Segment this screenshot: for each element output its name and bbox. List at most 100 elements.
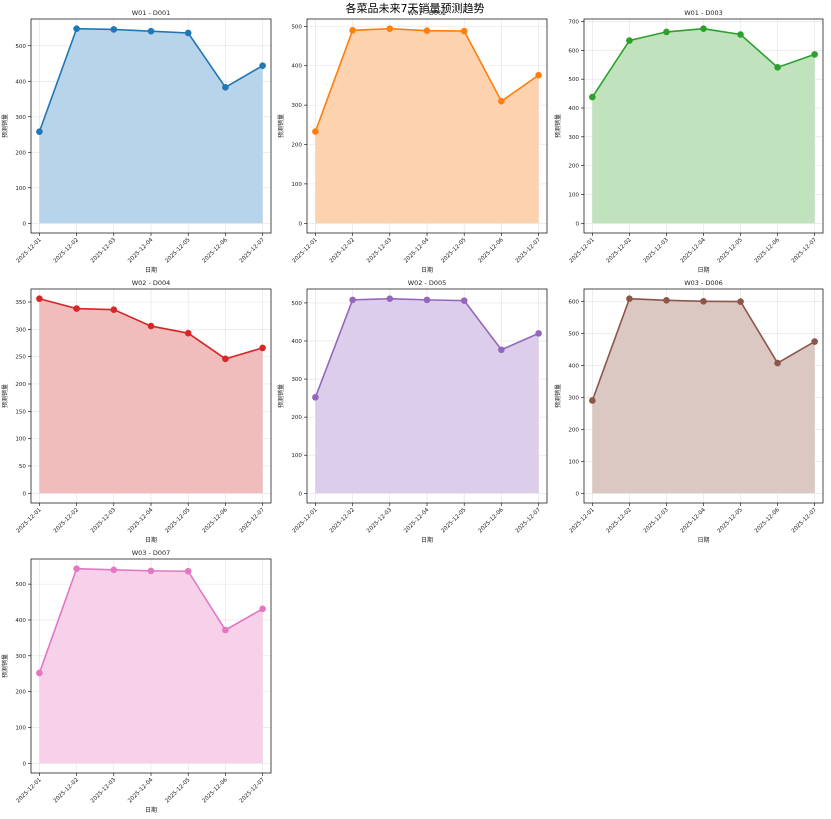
- data-point: [36, 669, 43, 677]
- data-point: [184, 567, 192, 575]
- y-tick-label: 250: [15, 355, 26, 361]
- data-point: [663, 297, 670, 304]
- y-axis-label: 预测销量: [277, 114, 285, 138]
- x-tick-label: 2025-12-03: [643, 237, 671, 265]
- x-tick-label: 2025-12-07: [791, 507, 819, 535]
- x-tick-label: 2025-12-03: [90, 777, 118, 805]
- x-axis-label: 日期: [421, 266, 433, 274]
- data-point: [737, 298, 744, 305]
- subplot-6: 0 100 200 300 400 500 600 2025-12-01 2025-12-02 2…: [554, 279, 824, 544]
- y-tick-label: 600: [568, 48, 579, 54]
- data-point: [589, 93, 596, 101]
- data-point: [349, 27, 356, 34]
- x-tick-label: 2025-12-07: [791, 237, 819, 265]
- y-tick-label: 300: [15, 327, 26, 333]
- x-tick-label: 2025-12-03: [90, 237, 118, 265]
- x-tick-label: 2025-12-04: [680, 237, 708, 265]
- area-fill: [315, 28, 539, 224]
- x-tick-label: 2025-12-05: [440, 237, 468, 265]
- data-point: [147, 567, 155, 575]
- data-point: [259, 62, 266, 69]
- data-point: [349, 296, 356, 304]
- data-point: [774, 359, 781, 367]
- data-point: [589, 397, 596, 404]
- data-point: [460, 297, 468, 304]
- data-point: [73, 305, 80, 312]
- y-tick-label: 400: [568, 106, 579, 112]
- y-tick-label: 500: [291, 301, 302, 307]
- x-axis-label: 日期: [145, 266, 157, 274]
- data-point: [110, 306, 118, 313]
- data-point: [460, 27, 468, 35]
- data-point: [663, 28, 670, 36]
- y-tick-label: 100: [568, 459, 579, 465]
- x-tick-label: 2025-12-01: [569, 237, 597, 265]
- data-point: [110, 566, 118, 574]
- y-axis-label: 预测销量: [554, 384, 562, 408]
- x-tick-label: 2025-12-01: [16, 777, 44, 805]
- x-tick-label: 2025-12-05: [164, 507, 192, 535]
- y-tick-label: 100: [15, 186, 26, 192]
- data-point: [36, 128, 43, 135]
- data-point: [700, 25, 707, 33]
- x-tick-label: 2025-12-01: [292, 507, 320, 535]
- x-tick-label: 2025-12-04: [403, 507, 431, 535]
- subplot-4: 0 50 100 150 200 250 300 350 2025-12-01 2025-12-0…: [1, 279, 272, 544]
- x-tick-label: 2025-12-04: [127, 237, 155, 265]
- y-tick-label: 600: [568, 299, 579, 305]
- y-tick-label: 0: [298, 221, 302, 227]
- y-axis-label: 预测销量: [1, 654, 9, 678]
- y-tick-label: 0: [575, 491, 579, 497]
- data-point: [36, 295, 43, 303]
- y-tick-label: 400: [15, 618, 26, 624]
- y-tick-label: 100: [568, 192, 579, 198]
- y-tick-label: 300: [15, 115, 26, 121]
- subplot-title: W03 - D007: [132, 549, 171, 557]
- data-point: [386, 25, 394, 33]
- y-tick-label: 300: [568, 395, 579, 401]
- x-tick-label: 2025-12-03: [366, 507, 394, 535]
- y-tick-label: 100: [291, 453, 302, 459]
- x-axis-label: 日期: [697, 536, 709, 544]
- figure-title: 各菜品未来7天销量预测趋势: [346, 1, 485, 15]
- y-tick-label: 150: [15, 409, 26, 415]
- data-point: [498, 346, 505, 354]
- y-tick-label: 500: [15, 582, 26, 588]
- x-tick-label: 2025-12-06: [754, 507, 782, 535]
- data-point: [222, 84, 229, 91]
- data-point: [811, 338, 818, 345]
- data-point: [73, 565, 80, 573]
- x-tick-label: 2025-12-05: [164, 777, 192, 805]
- subplot-title: W03 - D006: [684, 279, 723, 287]
- data-point: [147, 322, 155, 330]
- x-axis-label: 日期: [145, 806, 157, 814]
- y-tick-label: 300: [568, 135, 579, 141]
- y-tick-label: 400: [15, 79, 26, 85]
- y-tick-label: 700: [568, 20, 579, 26]
- x-tick-label: 2025-12-04: [403, 237, 431, 265]
- data-point: [626, 37, 633, 44]
- y-tick-label: 300: [291, 377, 302, 383]
- area-fill: [592, 298, 815, 494]
- data-point: [184, 29, 192, 37]
- x-tick-label: 2025-12-05: [717, 507, 745, 535]
- y-tick-label: 200: [15, 150, 26, 156]
- x-tick-label: 2025-12-02: [606, 507, 633, 534]
- x-tick-label: 2025-12-01: [16, 507, 44, 535]
- subplot-title: W02 - D005: [408, 279, 447, 287]
- y-tick-label: 50: [19, 464, 27, 470]
- x-tick-label: 2025-12-03: [366, 237, 394, 265]
- data-point: [312, 128, 319, 135]
- data-point: [626, 295, 633, 303]
- x-tick-label: 2025-12-06: [754, 237, 782, 265]
- y-tick-label: 200: [568, 427, 579, 433]
- x-tick-label: 2025-12-02: [53, 507, 80, 534]
- data-point: [259, 605, 266, 613]
- x-tick-label: 2025-12-04: [127, 507, 155, 535]
- x-tick-label: 2025-12-02: [329, 237, 356, 264]
- data-point: [184, 329, 192, 337]
- subplot-title: W02 - D004: [132, 279, 171, 287]
- y-tick-label: 500: [568, 77, 579, 83]
